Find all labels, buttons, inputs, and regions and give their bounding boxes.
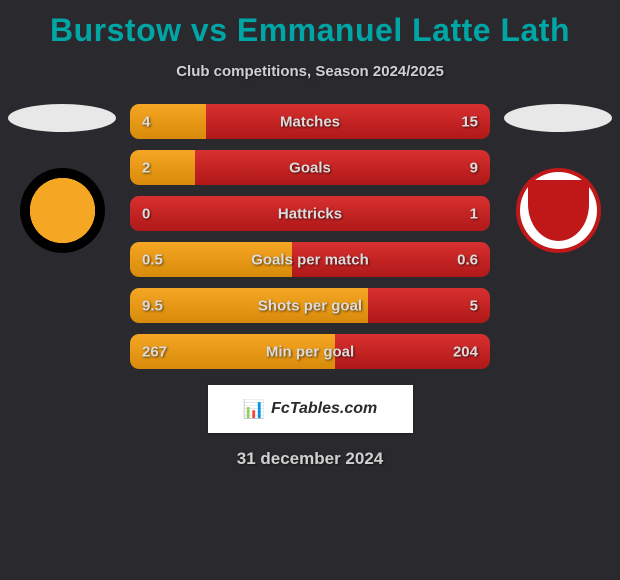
right-team-col bbox=[498, 104, 618, 253]
stat-value-left: 9.5 bbox=[142, 297, 163, 314]
stat-bar: 267 204 Min per goal bbox=[130, 334, 490, 369]
stat-label: Shots per goal bbox=[258, 297, 362, 314]
left-team-crest bbox=[20, 168, 105, 253]
stat-fill-left bbox=[130, 150, 195, 185]
stat-fill-right bbox=[195, 150, 490, 185]
stat-value-right: 1 bbox=[470, 205, 478, 222]
stat-label: Min per goal bbox=[266, 343, 354, 360]
stat-value-left: 4 bbox=[142, 113, 150, 130]
stats-list: 4 15 Matches 2 9 Goals 0 1 Hattricks 0.5 0.6 Goals … bbox=[130, 104, 490, 369]
left-player-placeholder bbox=[8, 104, 116, 132]
chart-icon: 📊 bbox=[243, 399, 265, 420]
brand-label: FcTables.com bbox=[271, 400, 377, 418]
stat-bar: 2 9 Goals bbox=[130, 150, 490, 185]
stat-value-left: 2 bbox=[142, 159, 150, 176]
subtitle: Club competitions, Season 2024/2025 bbox=[0, 63, 620, 80]
stat-bar: 0 1 Hattricks bbox=[130, 196, 490, 231]
stat-value-right: 9 bbox=[470, 159, 478, 176]
stat-label: Goals bbox=[289, 159, 331, 176]
stat-bar: 4 15 Matches bbox=[130, 104, 490, 139]
stat-value-right: 204 bbox=[453, 343, 478, 360]
stat-value-right: 5 bbox=[470, 297, 478, 314]
comparison-panel: 4 15 Matches 2 9 Goals 0 1 Hattricks 0.5 0.6 Goals … bbox=[0, 104, 620, 369]
stat-value-right: 0.6 bbox=[457, 251, 478, 268]
stat-value-right: 15 bbox=[461, 113, 478, 130]
stat-label: Goals per match bbox=[251, 251, 369, 268]
stat-value-left: 267 bbox=[142, 343, 167, 360]
stat-value-left: 0.5 bbox=[142, 251, 163, 268]
right-team-crest bbox=[516, 168, 601, 253]
stat-fill-right bbox=[206, 104, 490, 139]
stat-value-left: 0 bbox=[142, 205, 150, 222]
stat-label: Matches bbox=[280, 113, 340, 130]
date-label: 31 december 2024 bbox=[0, 449, 620, 469]
page-title: Burstow vs Emmanuel Latte Lath bbox=[0, 0, 620, 49]
stat-bar: 0.5 0.6 Goals per match bbox=[130, 242, 490, 277]
right-player-placeholder bbox=[504, 104, 612, 132]
stat-label: Hattricks bbox=[278, 205, 342, 222]
stat-bar: 9.5 5 Shots per goal bbox=[130, 288, 490, 323]
left-team-col bbox=[2, 104, 122, 253]
brand-badge: 📊 FcTables.com bbox=[208, 385, 413, 433]
